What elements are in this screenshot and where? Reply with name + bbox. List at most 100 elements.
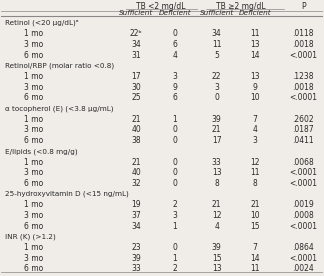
Text: 11: 11 bbox=[250, 264, 260, 274]
Text: 6 mo: 6 mo bbox=[24, 179, 43, 188]
Text: Deficient: Deficient bbox=[239, 10, 272, 16]
Text: 1 mo: 1 mo bbox=[24, 243, 43, 252]
Text: <.0001: <.0001 bbox=[289, 254, 317, 263]
Text: 38: 38 bbox=[132, 136, 141, 145]
Text: 2: 2 bbox=[172, 200, 177, 209]
Text: 21: 21 bbox=[250, 200, 260, 209]
Text: E/lipids (<0.8 mg/g): E/lipids (<0.8 mg/g) bbox=[5, 148, 77, 155]
Text: 34: 34 bbox=[212, 29, 222, 38]
Text: 6: 6 bbox=[172, 40, 177, 49]
Text: <.0001: <.0001 bbox=[289, 222, 317, 231]
Text: Sufficient: Sufficient bbox=[200, 10, 234, 16]
Text: 0: 0 bbox=[172, 179, 177, 188]
Text: 33: 33 bbox=[212, 158, 222, 166]
Text: Deficient: Deficient bbox=[158, 10, 191, 16]
Text: <.0001: <.0001 bbox=[289, 93, 317, 102]
Text: 21: 21 bbox=[212, 125, 221, 134]
Text: TB ≥2 mg/dL: TB ≥2 mg/dL bbox=[216, 2, 265, 11]
Text: 22: 22 bbox=[212, 72, 221, 81]
Text: 3 mo: 3 mo bbox=[24, 211, 43, 220]
Text: 37: 37 bbox=[132, 211, 141, 220]
Text: 4: 4 bbox=[214, 222, 219, 231]
Text: 2: 2 bbox=[172, 264, 177, 274]
Text: 32: 32 bbox=[132, 179, 141, 188]
Text: <.0001: <.0001 bbox=[289, 179, 317, 188]
Text: 21: 21 bbox=[132, 115, 141, 124]
Text: Retinol/RBP (molar ratio <0.8): Retinol/RBP (molar ratio <0.8) bbox=[5, 62, 114, 69]
Text: 25-hydroxyvitamin D (<15 ng/mL): 25-hydroxyvitamin D (<15 ng/mL) bbox=[5, 191, 128, 197]
Text: 21: 21 bbox=[132, 158, 141, 166]
Text: 9: 9 bbox=[253, 83, 258, 92]
Text: 10: 10 bbox=[250, 93, 260, 102]
Text: 0: 0 bbox=[172, 158, 177, 166]
Text: 1: 1 bbox=[172, 254, 177, 263]
Text: 1 mo: 1 mo bbox=[24, 200, 43, 209]
Text: .0187: .0187 bbox=[293, 125, 314, 134]
Text: 23: 23 bbox=[132, 243, 141, 252]
Text: 17: 17 bbox=[212, 136, 221, 145]
Text: INR (K) (>1.2): INR (K) (>1.2) bbox=[5, 233, 55, 240]
Text: 6 mo: 6 mo bbox=[24, 136, 43, 145]
Text: Sufficient: Sufficient bbox=[119, 10, 154, 16]
Text: 33: 33 bbox=[132, 264, 141, 274]
Text: 1: 1 bbox=[172, 115, 177, 124]
Text: 3: 3 bbox=[253, 136, 258, 145]
Text: 7: 7 bbox=[253, 243, 258, 252]
Text: Retinol (<20 μg/dL)ᵃ: Retinol (<20 μg/dL)ᵃ bbox=[5, 20, 78, 26]
Text: 39: 39 bbox=[212, 243, 222, 252]
Text: 22ᵇ: 22ᵇ bbox=[130, 29, 143, 38]
Text: .0008: .0008 bbox=[293, 211, 314, 220]
Text: .0068: .0068 bbox=[293, 158, 314, 166]
Text: 0: 0 bbox=[214, 93, 219, 102]
Text: .0024: .0024 bbox=[293, 264, 314, 274]
Text: 6 mo: 6 mo bbox=[24, 93, 43, 102]
Text: 12: 12 bbox=[212, 211, 221, 220]
Text: 14: 14 bbox=[250, 51, 260, 60]
Text: 40: 40 bbox=[132, 125, 141, 134]
Text: 3: 3 bbox=[172, 72, 177, 81]
Text: 25: 25 bbox=[132, 93, 141, 102]
Text: 9: 9 bbox=[172, 83, 177, 92]
Text: .0018: .0018 bbox=[293, 40, 314, 49]
Text: 39: 39 bbox=[212, 115, 222, 124]
Text: 6 mo: 6 mo bbox=[24, 222, 43, 231]
Text: 14: 14 bbox=[250, 254, 260, 263]
Text: 1 mo: 1 mo bbox=[24, 115, 43, 124]
Text: 3: 3 bbox=[214, 83, 219, 92]
Text: .0118: .0118 bbox=[293, 29, 314, 38]
Text: 19: 19 bbox=[132, 200, 141, 209]
Text: .2602: .2602 bbox=[293, 115, 314, 124]
Text: 11: 11 bbox=[250, 168, 260, 177]
Text: 11: 11 bbox=[250, 29, 260, 38]
Text: 13: 13 bbox=[250, 72, 260, 81]
Text: 13: 13 bbox=[250, 40, 260, 49]
Text: 0: 0 bbox=[172, 29, 177, 38]
Text: 4: 4 bbox=[253, 125, 258, 134]
Text: 3 mo: 3 mo bbox=[24, 125, 43, 134]
Text: 1 mo: 1 mo bbox=[24, 72, 43, 81]
Text: 1: 1 bbox=[172, 222, 177, 231]
Text: 0: 0 bbox=[172, 136, 177, 145]
Text: 21: 21 bbox=[212, 200, 221, 209]
Text: 3 mo: 3 mo bbox=[24, 83, 43, 92]
Text: 13: 13 bbox=[212, 168, 221, 177]
Text: .0864: .0864 bbox=[293, 243, 314, 252]
Text: 40: 40 bbox=[132, 168, 141, 177]
Text: α tocopherol (E) (<3.8 μg/mL): α tocopherol (E) (<3.8 μg/mL) bbox=[5, 105, 113, 112]
Text: 11: 11 bbox=[212, 40, 221, 49]
Text: 30: 30 bbox=[132, 83, 141, 92]
Text: 1 mo: 1 mo bbox=[24, 158, 43, 166]
Text: .0019: .0019 bbox=[293, 200, 314, 209]
Text: 0: 0 bbox=[172, 243, 177, 252]
Text: TB <2 mg/dL: TB <2 mg/dL bbox=[136, 2, 185, 11]
Text: 15: 15 bbox=[250, 222, 260, 231]
Text: P: P bbox=[301, 2, 306, 11]
Text: 3 mo: 3 mo bbox=[24, 254, 43, 263]
Text: 13: 13 bbox=[212, 264, 221, 274]
Text: 0: 0 bbox=[172, 125, 177, 134]
Text: 5: 5 bbox=[214, 51, 219, 60]
Text: 34: 34 bbox=[132, 40, 141, 49]
Text: .0018: .0018 bbox=[293, 83, 314, 92]
Text: 7: 7 bbox=[253, 115, 258, 124]
Text: 6 mo: 6 mo bbox=[24, 264, 43, 274]
